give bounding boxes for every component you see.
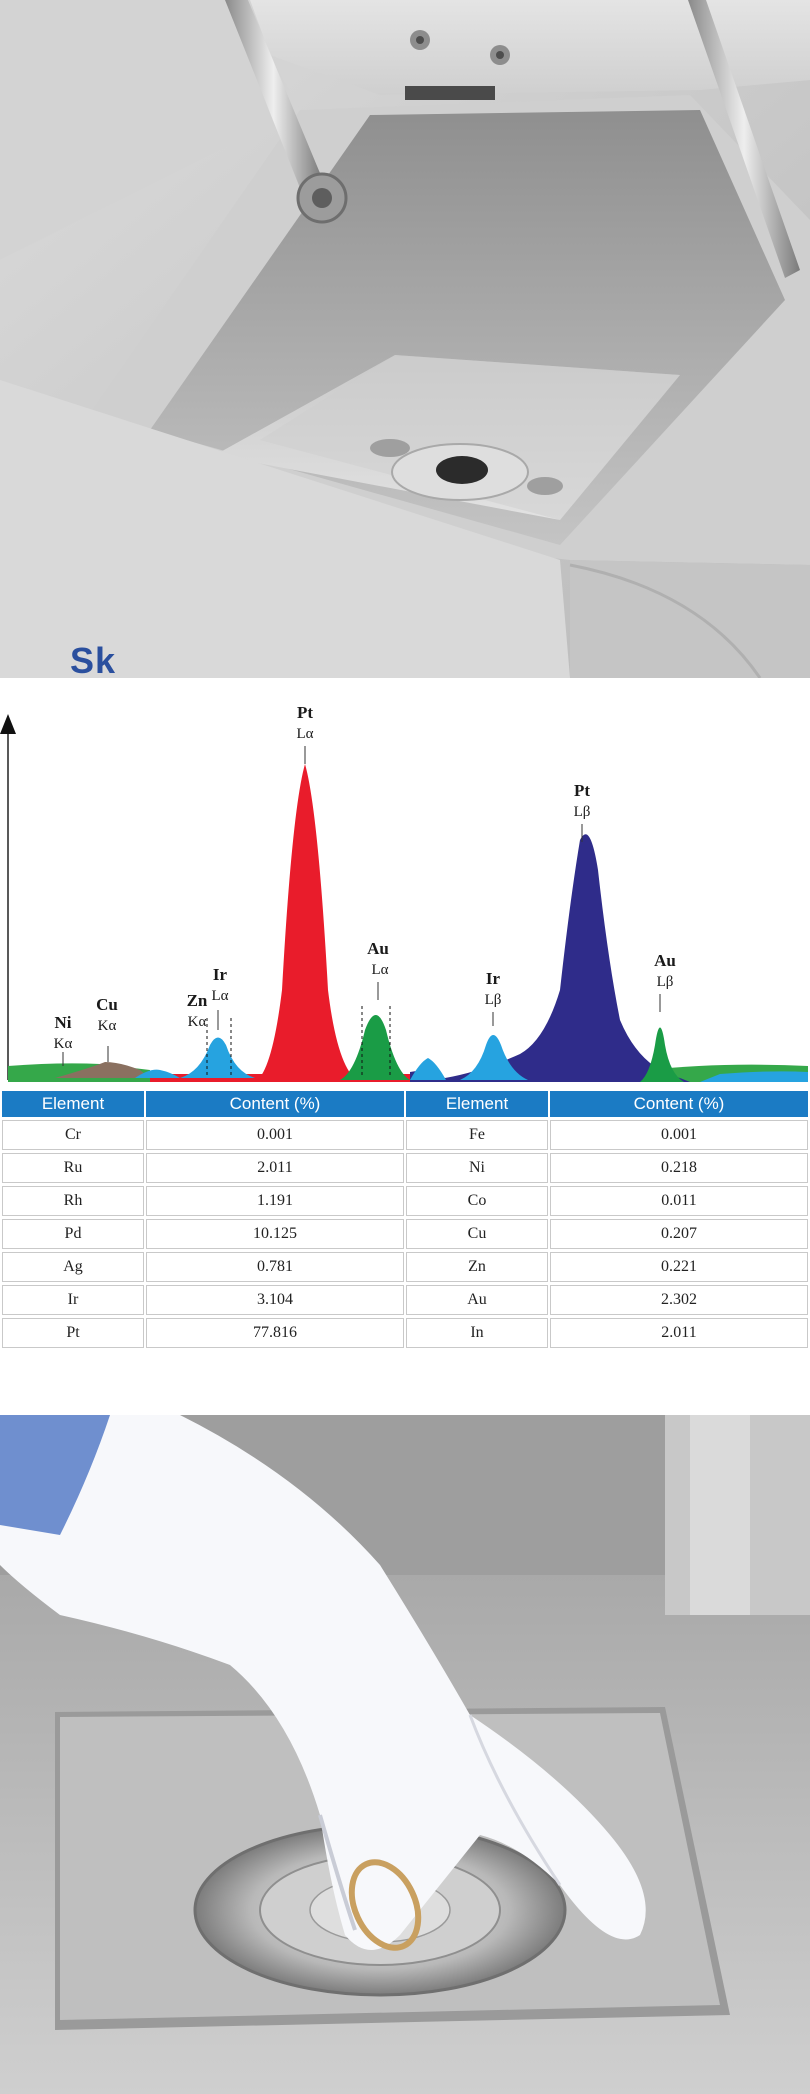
- cell: Ag: [2, 1252, 144, 1282]
- cell: Pd: [2, 1219, 144, 1249]
- label-pt-la-line: Lα: [296, 726, 313, 742]
- xrf-spectrum-chart: Pt Lα Pt Lβ Au Lα Ir Lα Ir Lβ Au Lβ Zn K…: [0, 703, 808, 1082]
- table-row: Rh 1.191 Co 0.011: [2, 1186, 808, 1216]
- cell: Zn: [406, 1252, 548, 1282]
- cell: 77.816: [146, 1318, 404, 1348]
- label-cu-ka-line: Kα: [98, 1018, 117, 1034]
- cell: 0.011: [550, 1186, 808, 1216]
- table-row: Ag 0.781 Zn 0.221: [2, 1252, 808, 1282]
- table-row: Pt 77.816 In 2.011: [2, 1318, 808, 1348]
- cell: 1.191: [146, 1186, 404, 1216]
- table-row: Ru 2.011 Ni 0.218: [2, 1153, 808, 1183]
- peak-ir-lb: [460, 1035, 528, 1080]
- sample-loading-photo: [0, 1415, 810, 2094]
- instrument-chamber-illustration: [0, 0, 810, 678]
- cell: 0.001: [550, 1120, 808, 1150]
- label-au-lb-line: Lβ: [657, 974, 674, 990]
- header-content-right: Content (%): [550, 1091, 808, 1117]
- cell: 0.218: [550, 1153, 808, 1183]
- cell: Rh: [2, 1186, 144, 1216]
- label-ni-ka-line: Kα: [54, 1036, 73, 1052]
- label-ir-lb-element: Ir: [486, 969, 501, 988]
- label-ir-la-line: Lα: [211, 988, 228, 1004]
- y-axis-arrow: [0, 714, 16, 734]
- label-pt-lb-element: Pt: [574, 781, 590, 800]
- results-table: Element Content (%) Element Content (%) …: [0, 1088, 810, 1351]
- peak-ir-la: [180, 1037, 255, 1078]
- table-row: Pd 10.125 Cu 0.207: [2, 1219, 808, 1249]
- peak-pt-lb: [410, 834, 690, 1082]
- cell: 3.104: [146, 1285, 404, 1315]
- label-au-la-element: Au: [367, 939, 389, 958]
- label-zn-ka-element: Zn: [187, 991, 208, 1010]
- peak-small-blue-2: [410, 1058, 446, 1080]
- label-ni-ka-element: Ni: [55, 1013, 72, 1032]
- peak-pt-la: [150, 764, 410, 1082]
- cell: 0.221: [550, 1252, 808, 1282]
- cell: In: [406, 1318, 548, 1348]
- table-header-row: Element Content (%) Element Content (%): [2, 1091, 808, 1117]
- label-ir-lb-line: Lβ: [485, 992, 502, 1008]
- cell: 2.011: [550, 1318, 808, 1348]
- peak-small-blue-1: [135, 1069, 180, 1078]
- cell: Cr: [2, 1120, 144, 1150]
- cell: Ir: [2, 1285, 144, 1315]
- cell: Co: [406, 1186, 548, 1216]
- instrument-chamber-photo: Sk: [0, 0, 810, 678]
- cell: 2.011: [146, 1153, 404, 1183]
- label-au-lb-element: Au: [654, 951, 676, 970]
- cell: 10.125: [146, 1219, 404, 1249]
- label-ir-la-element: Ir: [213, 965, 228, 984]
- label-pt-la-element: Pt: [297, 703, 313, 722]
- peak-au-la: [340, 1015, 410, 1080]
- cell: Ru: [2, 1153, 144, 1183]
- peak-cu-ka: [55, 1062, 150, 1078]
- label-zn-ka-line: Kα: [188, 1014, 207, 1030]
- cell: 0.207: [550, 1219, 808, 1249]
- sample-loading-illustration: [0, 1415, 810, 2094]
- label-pt-lb-line: Lβ: [574, 804, 591, 820]
- cell: 0.001: [146, 1120, 404, 1150]
- label-cu-ka-element: Cu: [96, 995, 118, 1014]
- cell: Fe: [406, 1120, 548, 1150]
- table-row: Cr 0.001 Fe 0.001: [2, 1120, 808, 1150]
- cell: 2.302: [550, 1285, 808, 1315]
- peak-au-lb: [640, 1027, 684, 1082]
- table-row: Ir 3.104 Au 2.302: [2, 1285, 808, 1315]
- brand-mark: Sk: [70, 640, 117, 678]
- cell: Pt: [2, 1318, 144, 1348]
- cell: Au: [406, 1285, 548, 1315]
- cell: 0.781: [146, 1252, 404, 1282]
- continuum-blue-right: [700, 1071, 808, 1082]
- header-element-left: Element: [2, 1091, 144, 1117]
- cell: Cu: [406, 1219, 548, 1249]
- cell: Ni: [406, 1153, 548, 1183]
- label-au-la-line: Lα: [371, 962, 388, 978]
- header-content-left: Content (%): [146, 1091, 404, 1117]
- header-element-right: Element: [406, 1091, 548, 1117]
